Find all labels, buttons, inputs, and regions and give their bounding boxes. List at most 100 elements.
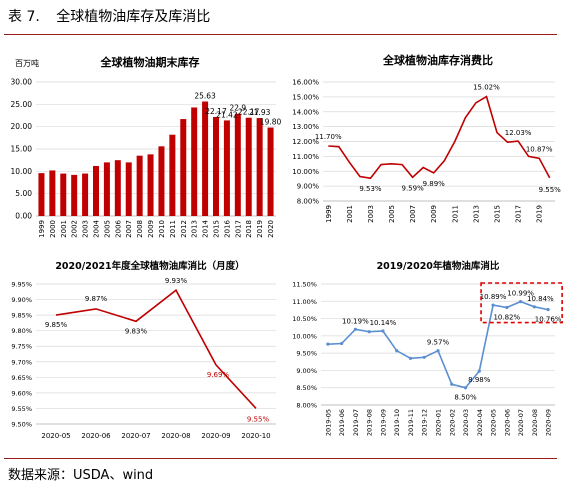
- bar: [267, 127, 274, 216]
- data-point: [340, 341, 344, 346]
- data-label: 19.80: [260, 118, 282, 127]
- x-tick-label: 2019-10: [393, 409, 401, 436]
- x-tick-label: 2005: [388, 205, 396, 223]
- data-label: 9.55%: [247, 415, 270, 423]
- y-tick-label: 9.75%: [11, 343, 32, 351]
- y-tick-label: 9.90%: [11, 296, 32, 304]
- bar: [103, 162, 110, 216]
- data-label: 10.82%: [493, 314, 520, 322]
- x-tick-label: 2011: [169, 220, 177, 238]
- x-tick-label: 1999: [38, 220, 46, 238]
- x-tick-label: 2015: [213, 220, 221, 238]
- y-tick-label: 9.50%: [296, 350, 317, 358]
- x-tick-label: 2019-08: [366, 409, 374, 436]
- bar: [49, 170, 56, 216]
- data-label: 15.02%: [473, 84, 500, 92]
- y-tick-label: 15.00: [11, 145, 33, 154]
- data-point: [381, 329, 385, 333]
- y-tick-label: 16.00%: [292, 79, 319, 87]
- bar: [223, 120, 230, 216]
- x-tick-label: 2001: [346, 205, 354, 223]
- data-label: 10.87%: [526, 145, 553, 153]
- highlight-box: [480, 282, 563, 324]
- x-tick-label: 2020-08: [531, 409, 539, 436]
- x-tick-label: 2011: [451, 205, 459, 223]
- x-tick-label: 2020-08: [161, 432, 190, 440]
- data-point: [408, 356, 413, 360]
- x-tick-label: 2000: [49, 220, 57, 238]
- chart-title: 2019/2020年植物油库消比: [377, 260, 500, 272]
- data-label: 10.84%: [527, 295, 554, 303]
- y-tick-label: 20.00: [11, 122, 33, 131]
- x-tick-label: 2003: [82, 220, 90, 238]
- data-point: [367, 330, 371, 334]
- y-tick-label: 11.00%: [292, 153, 319, 161]
- data-label: 10.19%: [342, 317, 369, 325]
- series-line: [328, 95, 551, 180]
- y-tick-label: 11.00%: [292, 298, 317, 306]
- y-axis-label: 百万吨: [15, 58, 39, 68]
- x-tick-label: 2020-06: [503, 409, 511, 436]
- x-tick-label: 2019-05: [324, 409, 332, 436]
- data-label: 22.9: [229, 104, 246, 113]
- header-rule: [4, 34, 557, 35]
- footer-rule: [4, 458, 557, 459]
- data-label: 9.85%: [45, 321, 68, 329]
- data-label: 21.42: [216, 110, 238, 119]
- bar: [114, 160, 121, 216]
- data-point: [395, 349, 399, 353]
- bar: [202, 101, 209, 216]
- y-tick-label: 9.80%: [11, 327, 32, 335]
- bar: [60, 173, 67, 216]
- x-tick-label: 2020-07: [121, 432, 150, 440]
- x-tick-label: 2019-07: [352, 409, 360, 436]
- x-tick-label: 2014: [202, 219, 210, 237]
- bar: [38, 173, 45, 216]
- bar: [158, 146, 165, 216]
- x-tick-label: 2020-05: [41, 432, 70, 440]
- data-label: 9.57%: [427, 339, 450, 347]
- y-tick-label: 9.70%: [11, 358, 32, 366]
- y-tick-label: 25.00: [11, 100, 33, 109]
- x-tick-label: 2010: [158, 220, 166, 238]
- x-tick-label: 2012: [180, 220, 188, 238]
- y-tick-label: 15.00%: [292, 93, 319, 101]
- y-tick-label: 30.00: [11, 78, 33, 87]
- y-tick-label: 9.50%: [11, 421, 32, 429]
- y-tick-label: 9.00%: [296, 367, 317, 375]
- y-tick-label: 12.00%: [292, 138, 319, 146]
- y-tick-label: 9.85%: [11, 312, 32, 320]
- y-tick-label: 9.00%: [297, 183, 320, 191]
- bar: [191, 107, 198, 216]
- data-point: [477, 369, 481, 373]
- bar: [125, 162, 132, 216]
- x-tick-label: 2020-07: [517, 409, 525, 436]
- x-tick-label: 2006: [114, 219, 122, 237]
- data-label: 22.17: [205, 107, 227, 116]
- data-label: 9.87%: [85, 295, 108, 303]
- x-tick-label: 2020-01: [435, 409, 443, 436]
- data-label: 9.59%: [402, 184, 425, 192]
- x-tick-label: 2018: [245, 220, 253, 238]
- x-tick-label: 2020: [267, 220, 275, 238]
- data-point: [532, 305, 536, 309]
- data-point: [436, 349, 440, 353]
- x-tick-label: 2001: [60, 220, 68, 238]
- x-tick-label: 2020-10: [241, 432, 270, 440]
- bar: [245, 117, 252, 216]
- x-tick-label: 2020-06: [81, 432, 111, 440]
- data-label: 25.63: [194, 92, 216, 101]
- data-point: [491, 303, 495, 307]
- bar: [93, 165, 99, 216]
- y-tick-label: 9.95%: [11, 281, 32, 289]
- x-tick-label: 2009: [147, 220, 155, 238]
- data-point: [518, 300, 523, 304]
- x-tick-label: 2019-09: [379, 409, 387, 436]
- y-tick-label: 10.00%: [292, 168, 319, 176]
- data-label: 21.93: [249, 108, 271, 117]
- x-tick-label: 2004: [93, 219, 101, 237]
- y-tick-label: 10.00%: [292, 332, 317, 340]
- bar: [234, 113, 241, 216]
- x-tick-label: 2020-04: [476, 409, 484, 436]
- figure-header: 表 7. 全球植物油库存及库消比: [8, 6, 210, 26]
